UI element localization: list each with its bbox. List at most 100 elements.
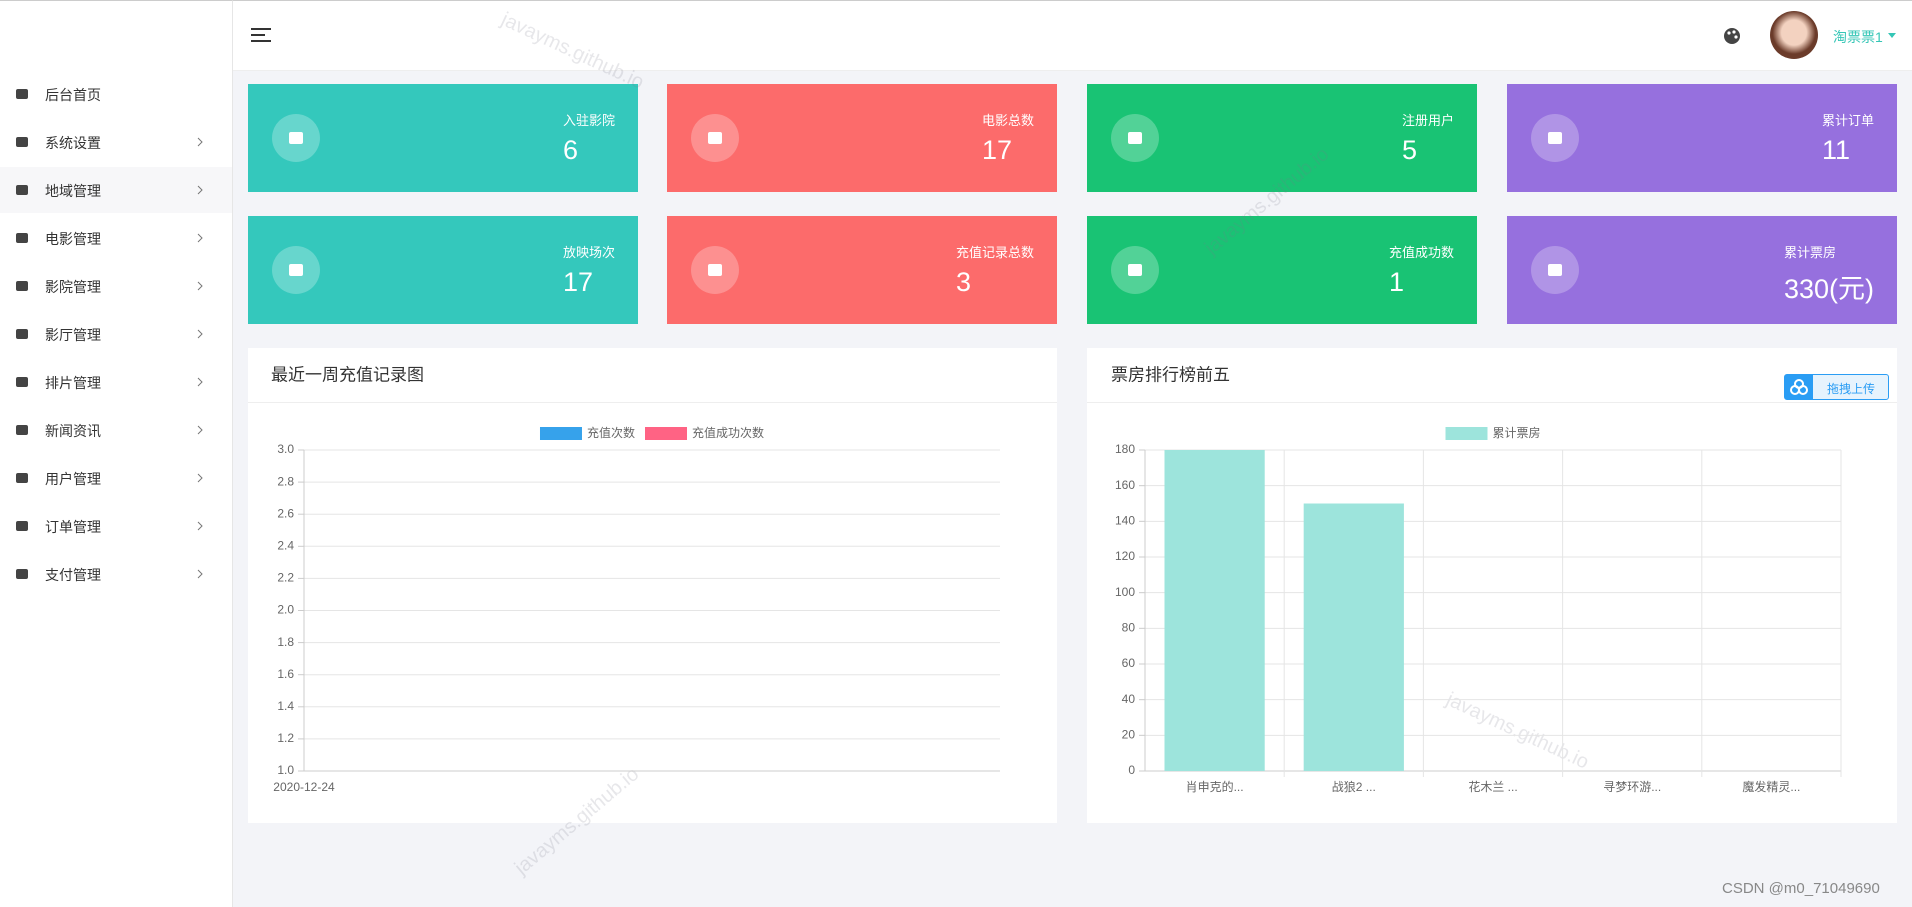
icon-glyph: [1128, 264, 1142, 276]
menu-item[interactable]: 后台首页: [0, 71, 232, 117]
icon-shape: [16, 185, 28, 195]
card-value: 330(元): [1783, 274, 1874, 304]
menu-icon: [16, 377, 28, 387]
card-value: 17: [562, 267, 594, 297]
card-value: 5: [1401, 135, 1418, 165]
chevron-shape: [197, 233, 203, 243]
icon-glyph: [1548, 264, 1562, 276]
chevron: [197, 473, 203, 483]
card-value: 6: [562, 135, 579, 165]
icon-shape: [16, 569, 28, 579]
chevron: [197, 281, 203, 291]
menu-icon: [16, 137, 28, 147]
icon-shape: [16, 233, 28, 243]
menu-item[interactable]: 系统设置: [0, 119, 232, 165]
header: 淘票票1: [233, 0, 1912, 71]
icon-shape: [16, 329, 28, 339]
upload-button[interactable]: 拖拽上传: [1784, 374, 1889, 400]
menu-icon: [16, 329, 28, 339]
chevron-shape: [197, 281, 203, 291]
card-text: 累计订单 11: [1822, 110, 1874, 166]
footer-credit: CSDN @m0_71049690: [1722, 880, 1880, 897]
icon-shape: [16, 281, 28, 291]
menu-label: 地域管理: [45, 183, 101, 199]
stat-card: 入驻影院 6: [248, 84, 638, 192]
icon-shape: [289, 264, 303, 276]
card-icon: [691, 114, 739, 162]
menu-toggle[interactable]: [250, 27, 272, 43]
menu-item[interactable]: 新闻资讯: [0, 407, 232, 453]
icon-shape: [16, 377, 28, 387]
icon-glyph: [289, 264, 303, 276]
icon-shape: [1128, 264, 1142, 276]
chevron: [197, 377, 203, 387]
caret: [1888, 33, 1896, 38]
chevron-shape: [197, 329, 203, 339]
user-name[interactable]: 淘票票1: [1833, 29, 1883, 45]
chevron: [197, 137, 203, 147]
menu-item[interactable]: 电影管理: [0, 215, 232, 261]
menu-label: 新闻资讯: [45, 423, 101, 439]
icon-glyph: [1548, 132, 1562, 144]
menu-icon: [16, 473, 28, 483]
menu-label: 影院管理: [45, 279, 101, 295]
menu-icon: [16, 233, 28, 243]
icon-shape: [289, 132, 303, 144]
panel-recharge: [248, 348, 1057, 823]
icon-shape: [1128, 132, 1142, 144]
card-label: 电影总数: [981, 113, 1034, 128]
card-icon: [1111, 114, 1159, 162]
card-label: 累计订单: [1821, 113, 1874, 128]
menu-label: 支付管理: [45, 567, 101, 583]
card-label: 入驻影院: [562, 113, 615, 128]
card-text: 放映场次 17: [563, 242, 615, 298]
icon-glyph: [1128, 132, 1142, 144]
card-text: 充值记录总数 3: [956, 242, 1034, 298]
card-label: 充值成功数: [1388, 245, 1454, 260]
menu-item[interactable]: 排片管理: [0, 359, 232, 405]
chevron-shape: [197, 569, 203, 579]
upload-label[interactable]: 拖拽上传: [1827, 382, 1876, 396]
card-icon: [691, 246, 739, 294]
avatar[interactable]: [1770, 11, 1818, 59]
menu-icon: [16, 89, 28, 99]
menu-label: 后台首页: [45, 87, 101, 103]
menu-label: 影厅管理: [45, 327, 101, 343]
menu-icon: [16, 425, 28, 435]
chevron-shape: [197, 377, 203, 387]
theme-icon[interactable]: [1722, 26, 1742, 46]
menu-item[interactable]: 影院管理: [0, 263, 232, 309]
card-value: 11: [1821, 135, 1851, 165]
icon-shape: [16, 89, 28, 99]
chevron: [197, 425, 203, 435]
icon-shape: [1548, 132, 1562, 144]
icon-shape: [16, 137, 28, 147]
menu-item[interactable]: 支付管理: [0, 551, 232, 597]
card-text: 电影总数 17: [982, 110, 1034, 166]
card-icon: [272, 246, 320, 294]
card-icon: [1531, 246, 1579, 294]
card-value: 17: [981, 135, 1013, 165]
card-text: 充值成功数 1: [1389, 242, 1454, 298]
menu-label: 订单管理: [45, 519, 101, 535]
card-label: 充值记录总数: [955, 245, 1034, 260]
menu-label: 用户管理: [45, 471, 101, 487]
menu-label: 系统设置: [45, 135, 101, 151]
menu-label: 电影管理: [45, 231, 101, 247]
icon-shape: [708, 264, 722, 276]
card-icon: [1111, 246, 1159, 294]
menu-icon: [16, 569, 28, 579]
stat-card: 累计票房 330(元): [1507, 216, 1897, 324]
chevron-shape: [197, 473, 203, 483]
stat-card: 充值成功数 1: [1087, 216, 1477, 324]
menu-item[interactable]: 影厅管理: [0, 311, 232, 357]
menu-item[interactable]: 地域管理: [0, 167, 232, 213]
menu-label: 排片管理: [45, 375, 101, 391]
menu-item[interactable]: 用户管理: [0, 455, 232, 501]
menu-item[interactable]: 订单管理: [0, 503, 232, 549]
menu-icon: [16, 521, 28, 531]
menu-icon: [16, 281, 28, 291]
menu-icon: [16, 185, 28, 195]
icon-glyph: [708, 132, 722, 144]
